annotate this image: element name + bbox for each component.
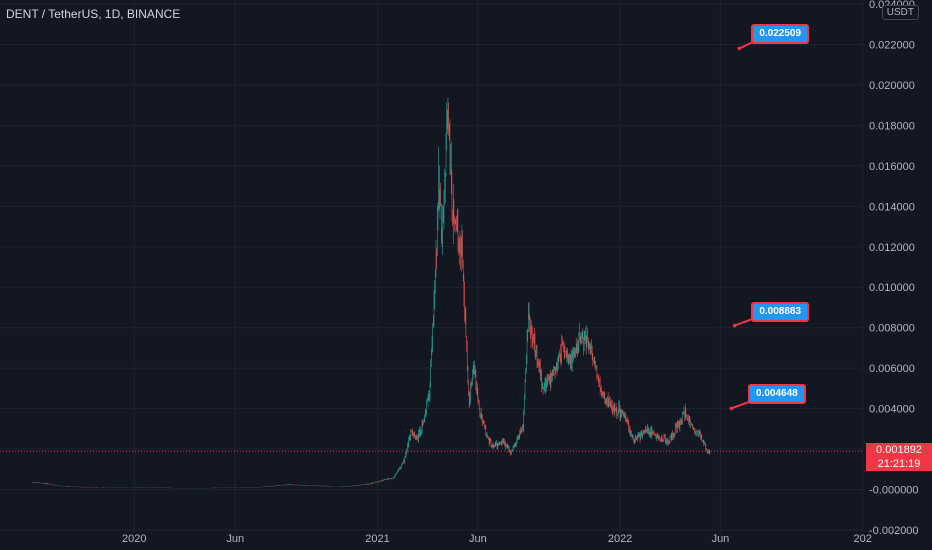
- last-price-badge: 0.001892 21:21:19: [866, 443, 932, 472]
- time-tick-label: Jun: [226, 533, 244, 545]
- time-tick-label: 2020: [122, 533, 146, 545]
- last-price-value: 0.001892: [876, 444, 922, 457]
- currency-badge[interactable]: USDT: [881, 5, 919, 20]
- price-tick-label: 0.010000: [869, 282, 915, 294]
- callout-anchor-point: [732, 323, 737, 328]
- time-tick-label: 2021: [365, 533, 389, 545]
- price-tick-label: -0.000000: [869, 485, 919, 497]
- time-tick-label: 202: [853, 533, 871, 545]
- time-tick-label: Jun: [712, 533, 730, 545]
- chart-grid: [0, 0, 864, 532]
- bar-countdown: 21:21:19: [877, 458, 921, 471]
- time-tick-label: Jun: [469, 533, 487, 545]
- callout-leader-lines: [729, 39, 757, 411]
- price-callout[interactable]: 0.008883: [751, 301, 810, 322]
- time-axis[interactable]: 2020 Jun 2021 Jun 2022 Jun 202: [122, 533, 872, 545]
- price-tick-label: 0.008000: [869, 323, 915, 335]
- price-tick-label: 0.014000: [869, 201, 915, 213]
- price-tick-label: 0.006000: [869, 363, 915, 375]
- price-tick-label: -0.002000: [869, 525, 919, 537]
- callout-anchor-point: [729, 406, 734, 411]
- price-callout[interactable]: 0.004648: [748, 384, 806, 405]
- candlestick-series: [32, 97, 711, 489]
- price-tick-label: 0.016000: [869, 161, 915, 173]
- price-tick-label: 0.020000: [869, 80, 915, 92]
- callout-anchor-point: [737, 46, 742, 51]
- price-callout[interactable]: 0.022509: [751, 24, 810, 45]
- price-tick-label: 0.004000: [869, 404, 915, 416]
- price-tick-label: 0.012000: [869, 242, 915, 254]
- symbol-title[interactable]: DENT / TetherUS, 1D, BINANCE: [6, 7, 181, 21]
- price-tick-label: 0.018000: [869, 120, 915, 132]
- price-tick-label: 0.022000: [869, 40, 915, 52]
- time-tick-label: 2022: [608, 533, 632, 545]
